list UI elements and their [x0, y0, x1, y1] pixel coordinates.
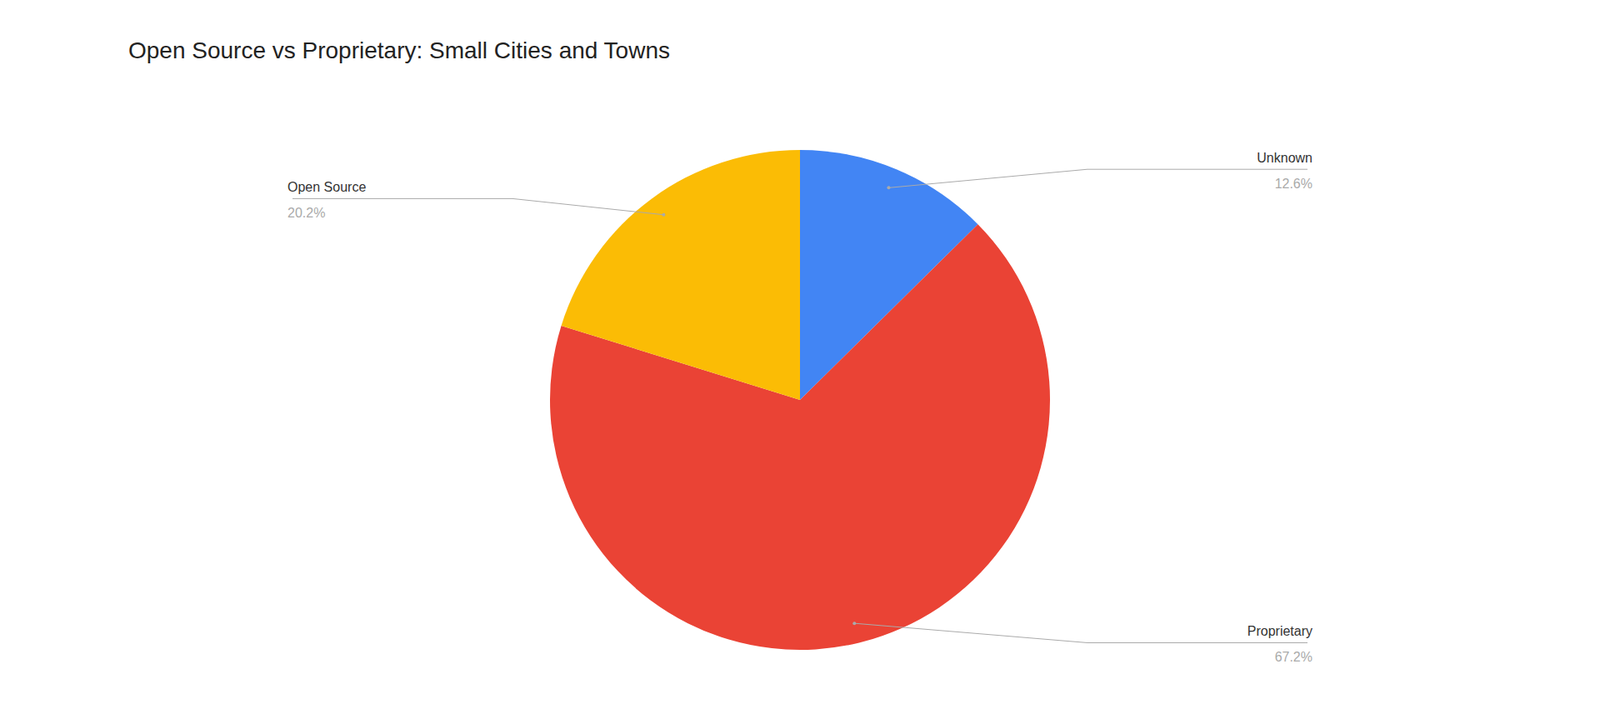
chart-container: Open Source vs Proprietary: Small Cities… — [0, 0, 1600, 724]
slice-name: Open Source — [287, 180, 366, 195]
slice-name: Unknown — [1256, 150, 1313, 165]
leader-line — [854, 623, 1308, 643]
data-label: 67.2% — [1275, 650, 1313, 665]
chart-title: Open Source vs Proprietary: Small Cities… — [128, 37, 670, 64]
chart-svg: Open Source vs Proprietary: Small Cities… — [0, 0, 1600, 724]
leader-dot — [852, 621, 856, 625]
data-label: 12.6% — [1275, 176, 1313, 191]
leader-dot — [886, 185, 890, 190]
leader-line — [292, 198, 664, 215]
pie-slice — [561, 150, 800, 400]
pie-group — [550, 150, 1050, 650]
data-label: 20.2% — [287, 205, 325, 220]
slice-name: Proprietary — [1247, 624, 1313, 639]
labels-group: Unknown 12.6% Proprietary 67.2% Open Source 2… — [287, 150, 1313, 665]
leader-line — [888, 169, 1308, 188]
leader-dot — [661, 213, 665, 217]
